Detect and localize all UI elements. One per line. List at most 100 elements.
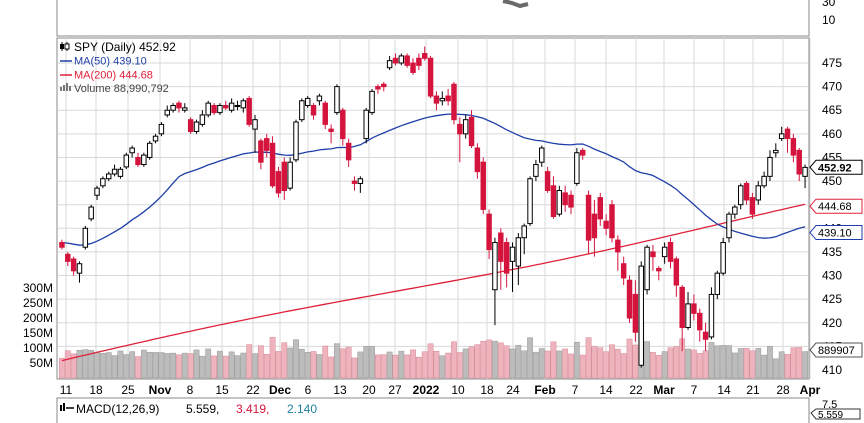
macd-legend-icon — [60, 403, 74, 411]
x-tick-label: 13 — [333, 383, 347, 397]
candle-body — [527, 178, 533, 225]
candle-body — [778, 133, 785, 140]
volume-bar — [556, 350, 563, 379]
volume-bar — [269, 336, 276, 379]
volume-bar — [685, 348, 691, 379]
candle-body — [585, 194, 592, 241]
candle-body — [480, 161, 486, 210]
candle-body — [767, 156, 773, 177]
candle-body — [82, 227, 89, 248]
candle-body — [702, 331, 709, 340]
candle-body — [363, 109, 369, 140]
candle-body — [416, 57, 422, 66]
candle-body — [691, 303, 697, 314]
volume-tick-label: 100M — [23, 341, 53, 355]
volume-bar — [533, 351, 539, 379]
candle-body — [187, 119, 194, 132]
candle-body — [88, 206, 94, 220]
candle-body — [152, 135, 159, 142]
candle-body — [574, 152, 580, 184]
candle-body — [100, 178, 106, 187]
candle-body — [357, 178, 364, 184]
candle-body — [427, 57, 434, 97]
volume-bar — [661, 351, 668, 379]
candle-body — [445, 95, 451, 102]
volume-bar — [761, 354, 767, 379]
candle-body — [264, 138, 270, 151]
volume-bar — [720, 345, 727, 379]
candle-body — [246, 97, 252, 125]
candle-body — [737, 185, 744, 206]
x-tick-label: 14 — [599, 383, 613, 397]
candle-body — [579, 149, 586, 156]
x-tick-label: 22 — [629, 383, 643, 397]
volume-bar — [731, 352, 738, 379]
volume-bar — [626, 338, 633, 379]
volume-bar — [82, 349, 89, 379]
volume-bar — [714, 345, 721, 379]
candle-body — [626, 279, 633, 319]
candle-body — [287, 161, 293, 189]
volume-bar — [650, 352, 656, 379]
x-tick-label: Nov — [149, 383, 172, 397]
candle-body — [667, 241, 674, 262]
volume-tick-label: 250M — [23, 296, 53, 310]
candle-body — [784, 128, 791, 140]
volume-bar — [451, 341, 457, 379]
x-tick-label: 22 — [246, 383, 260, 397]
candle-body — [615, 239, 621, 253]
candle-body — [603, 220, 609, 229]
candle-body — [106, 173, 112, 180]
candle-body — [334, 86, 340, 114]
candle-body — [509, 246, 516, 262]
volume-bar — [199, 355, 206, 379]
candle-body — [351, 180, 358, 184]
price-tick-label: 430 — [822, 269, 842, 283]
x-tick-label: Feb — [534, 383, 555, 397]
candle-body — [258, 140, 264, 163]
volume-bar — [509, 348, 516, 379]
x-tick-label: 14 — [717, 383, 731, 397]
volume-bar — [322, 345, 329, 379]
candle-body — [65, 253, 71, 262]
candle-body — [457, 123, 463, 135]
candle-body — [304, 97, 311, 107]
candle-body — [211, 105, 217, 114]
volume-bar — [345, 346, 352, 379]
candle-body — [70, 258, 77, 272]
candle-body — [275, 171, 282, 194]
candle-body — [556, 190, 563, 215]
macd-badge-text: 5.559 — [818, 410, 843, 421]
price-badge-shape — [809, 159, 863, 175]
candle-body — [59, 241, 65, 248]
candle-body — [451, 83, 457, 121]
volume-bar — [240, 352, 247, 379]
volume-bar — [445, 352, 452, 379]
volume-bar — [749, 350, 756, 379]
volume-bar — [784, 354, 791, 379]
price-tick-label: 435 — [822, 245, 842, 259]
volume-bar — [667, 347, 674, 379]
volume-bar — [246, 344, 253, 379]
volume-bar — [217, 350, 223, 379]
volume-bar — [222, 355, 229, 379]
volume-bar — [275, 351, 282, 379]
candle-body — [620, 263, 627, 279]
candle-body — [392, 57, 399, 64]
x-tick-label: 11 — [60, 383, 73, 397]
ma50-badge-text: 439.10 — [818, 228, 852, 240]
volume-bar — [105, 352, 112, 379]
volume-bar — [281, 342, 288, 379]
candle-body — [743, 182, 750, 201]
candle-body — [228, 102, 235, 111]
volume-bar — [410, 349, 416, 379]
candle-body — [790, 138, 797, 156]
candle-body — [661, 246, 668, 258]
volume-bar — [310, 351, 317, 379]
volume-bar — [515, 344, 522, 379]
volume-badge-text: 889907 — [818, 345, 855, 357]
top-tick-label: 30 — [822, 0, 836, 9]
candle-body — [310, 105, 317, 116]
volume-bar — [550, 341, 557, 379]
macd-histogram-value: 2.140 — [287, 402, 317, 416]
